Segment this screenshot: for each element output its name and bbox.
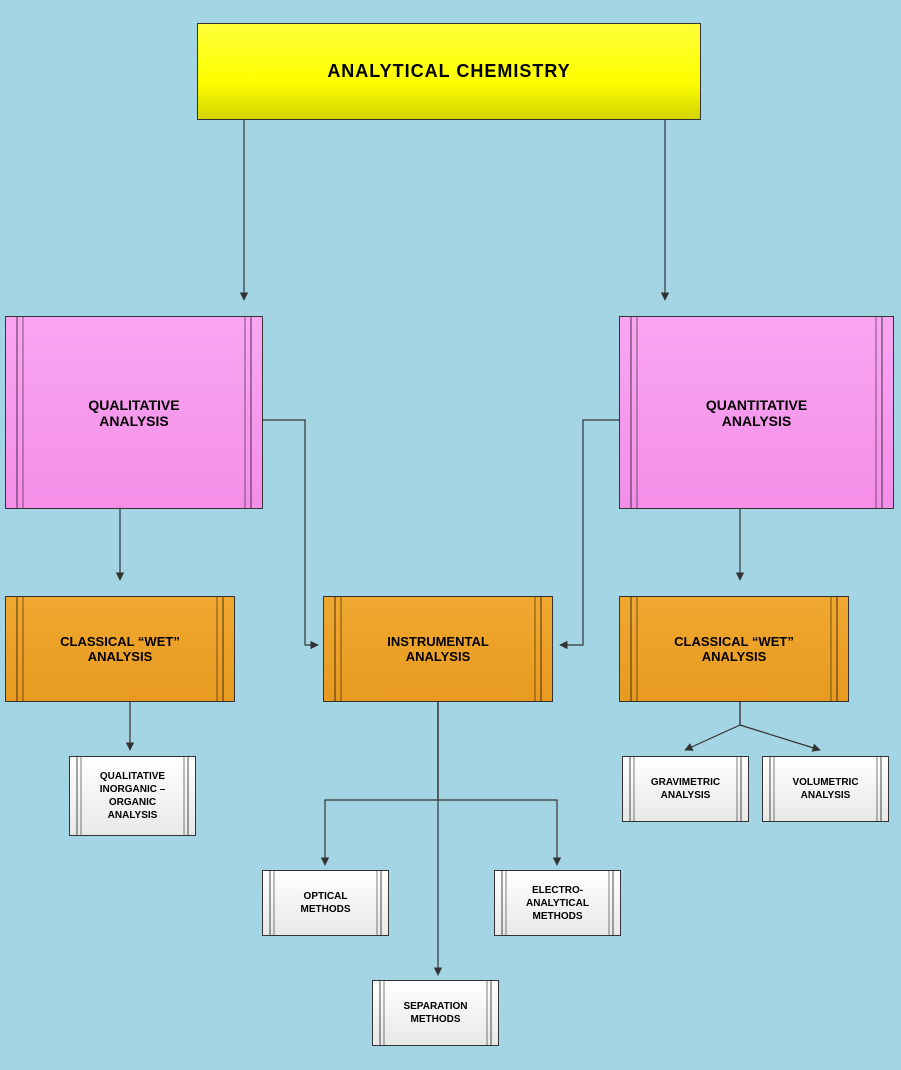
node-label: GRAVIMETRIC ANALYSIS <box>638 776 733 802</box>
node-label: QUALITATIVE ANALYSIS <box>54 397 214 429</box>
node-label: QUANTITATIVE ANALYSIS <box>672 397 842 429</box>
node-root: ANALYTICAL CHEMISTRY <box>197 23 701 120</box>
node-quant-wet: CLASSICAL “WET” ANALYSIS <box>619 596 849 702</box>
node-label: CLASSICAL “WET” ANALYSIS <box>40 634 200 664</box>
node-optical: OPTICAL METHODS <box>262 870 389 936</box>
node-label: ELECTRO-ANALYTICAL METHODS <box>510 884 605 923</box>
node-label: ANALYTICAL CHEMISTRY <box>327 61 570 82</box>
node-label: CLASSICAL “WET” ANALYSIS <box>654 634 814 664</box>
node-label: SEPARATION METHODS <box>388 1000 483 1026</box>
node-label: QUALITATIVE INORGANIC – ORGANIC ANALYSIS <box>85 770 180 822</box>
node-label: VOLUMETRIC ANALYSIS <box>778 776 873 802</box>
edge <box>740 702 820 750</box>
edge-layer <box>0 0 901 1070</box>
node-label: INSTRUMENTAL ANALYSIS <box>358 634 518 664</box>
edge <box>685 702 740 750</box>
node-qualitative: QUALITATIVE ANALYSIS <box>5 316 263 509</box>
node-electro: ELECTRO-ANALYTICAL METHODS <box>494 870 621 936</box>
node-quantitative: QUANTITATIVE ANALYSIS <box>619 316 894 509</box>
node-qual-inorg: QUALITATIVE INORGANIC – ORGANIC ANALYSIS <box>69 756 196 836</box>
node-qual-wet: CLASSICAL “WET” ANALYSIS <box>5 596 235 702</box>
edge <box>263 420 318 645</box>
edge <box>560 420 619 645</box>
node-volumetric: VOLUMETRIC ANALYSIS <box>762 756 889 822</box>
node-label: OPTICAL METHODS <box>278 890 373 916</box>
edge <box>438 702 557 865</box>
node-instrumental: INSTRUMENTAL ANALYSIS <box>323 596 553 702</box>
node-separation: SEPARATION METHODS <box>372 980 499 1046</box>
node-gravimetric: GRAVIMETRIC ANALYSIS <box>622 756 749 822</box>
edge <box>325 702 438 865</box>
